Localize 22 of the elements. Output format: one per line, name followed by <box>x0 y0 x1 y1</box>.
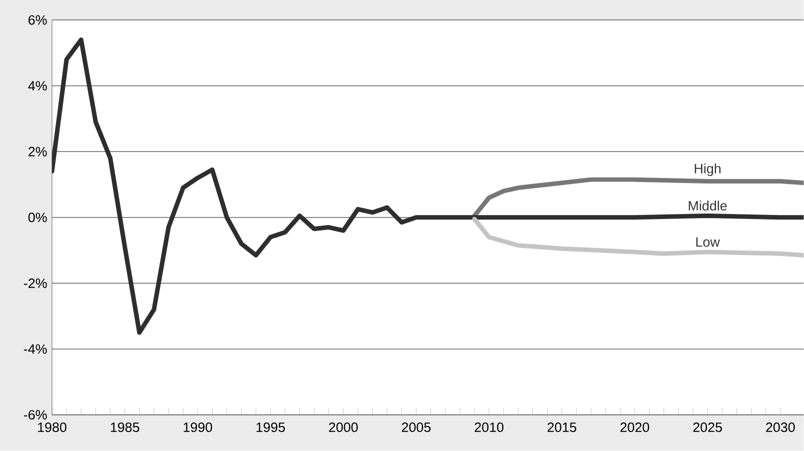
x-tick-label: 1980 <box>38 422 66 432</box>
x-tick-label: 1985 <box>110 422 140 432</box>
y-tick-label: 0% <box>28 212 47 222</box>
x-tick-label: 2000 <box>329 422 358 432</box>
series-label: High <box>694 164 720 176</box>
x-tick-label: 2025 <box>693 422 722 432</box>
x-tick-label: 2020 <box>620 422 650 432</box>
y-tick-label: 6% <box>28 15 47 25</box>
x-tick-label: 2005 <box>402 422 431 432</box>
x-tick-label: 1995 <box>256 422 285 432</box>
x-tick-label: 2010 <box>474 422 504 432</box>
y-tick-label: -2% <box>24 278 47 288</box>
y-tick-label: -4% <box>24 344 47 354</box>
x-tick-label: 2030 <box>766 422 795 432</box>
series-label: Middle <box>688 200 727 211</box>
y-tick-label: -6% <box>24 410 47 420</box>
x-tick-label: 2015 <box>548 422 576 432</box>
y-tick-label: 2% <box>28 146 47 156</box>
series-label: Low <box>696 237 720 247</box>
line-series <box>472 216 804 258</box>
x-tick-label: 1990 <box>184 422 212 432</box>
y-tick-label: 4% <box>28 81 47 91</box>
